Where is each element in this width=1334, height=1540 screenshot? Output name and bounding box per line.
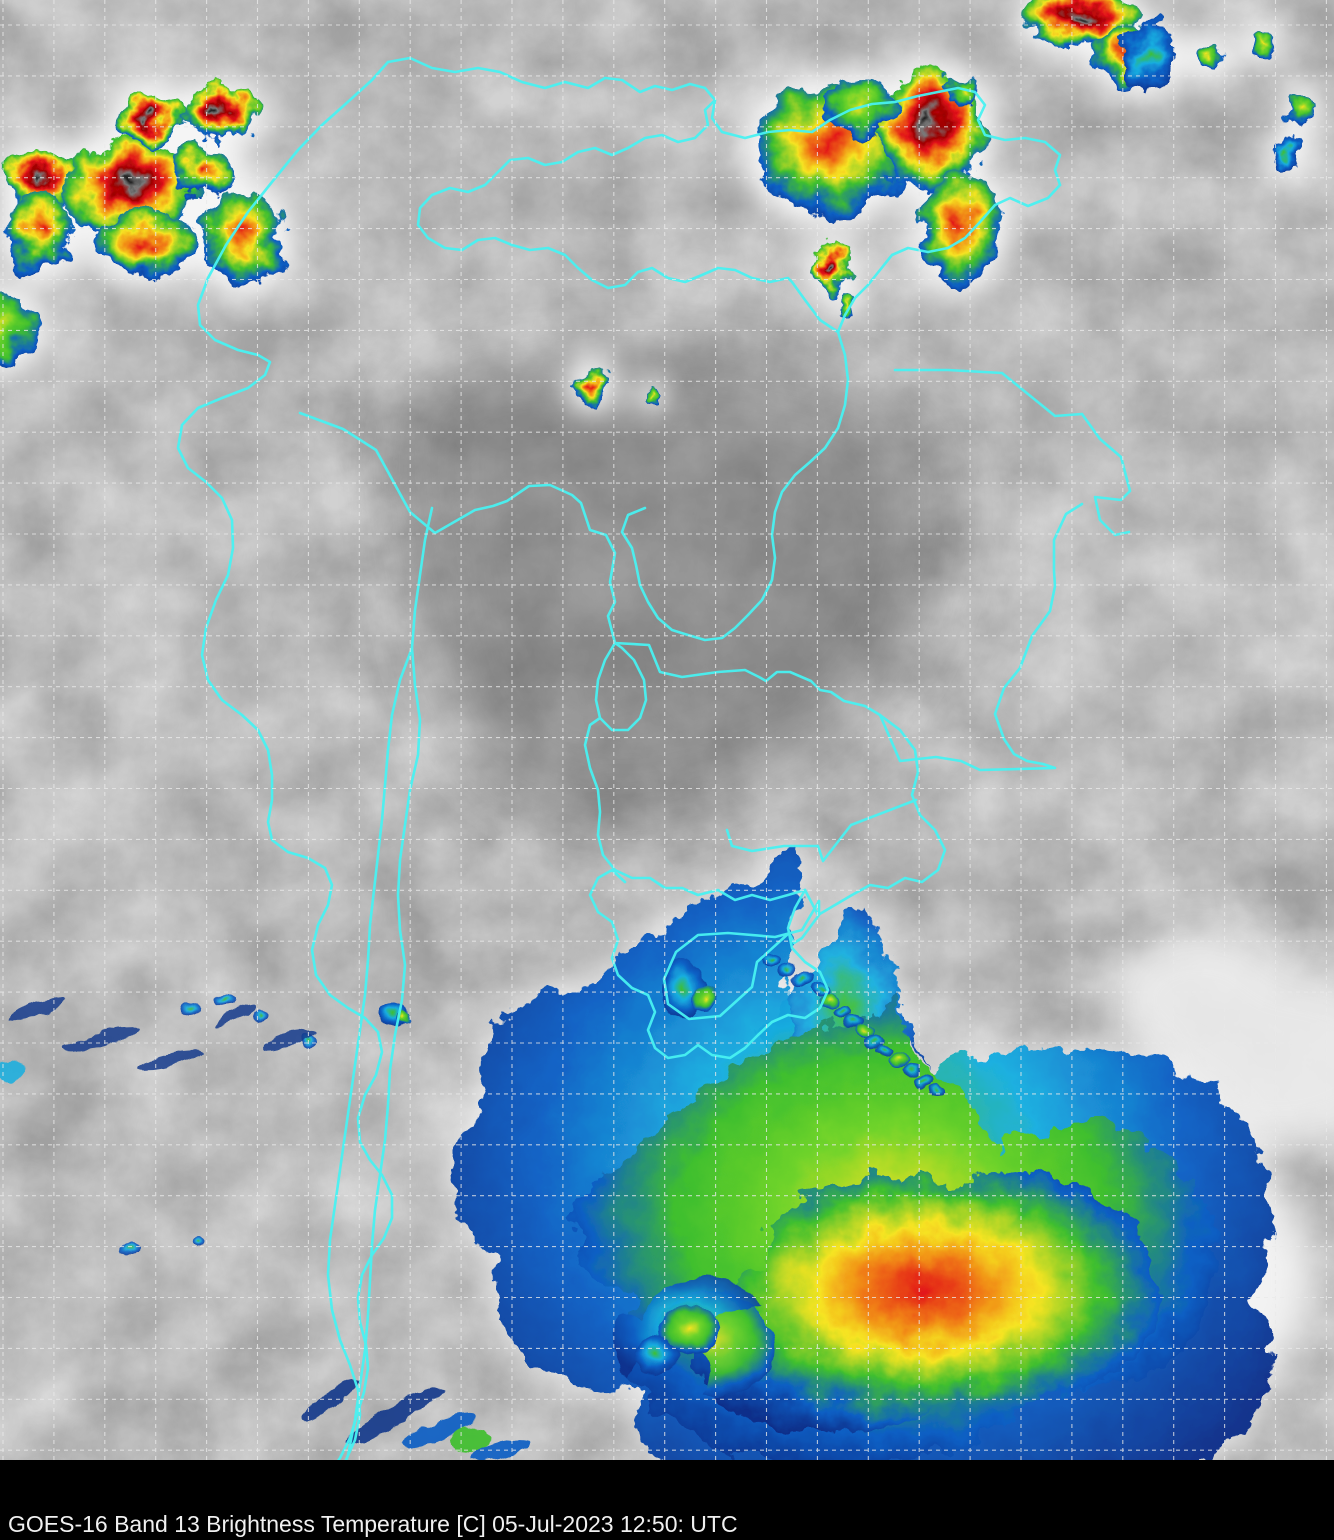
svg-text:GOES-16 Band 13 Brightness Te: GOES-16 Band 13 Brightness Temperature [… [8,1511,738,1537]
